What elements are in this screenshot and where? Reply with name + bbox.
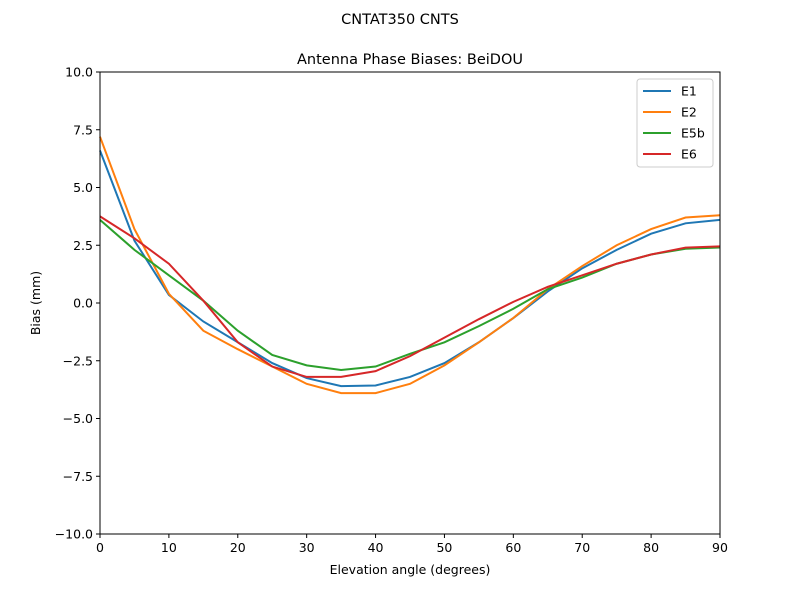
y-axis-label: Bias (mm) — [28, 271, 43, 335]
legend-label: E5b — [681, 126, 705, 141]
x-tick-label: 40 — [368, 540, 384, 555]
x-axis-label: Elevation angle (degrees) — [330, 562, 491, 577]
y-tick-label: −5.0 — [63, 411, 93, 426]
plot-frame — [99, 71, 721, 535]
legend-label: E1 — [681, 84, 697, 99]
y-tick-label: −7.5 — [63, 469, 93, 484]
y-tick-label: 2.5 — [73, 238, 93, 253]
x-tick-label: 90 — [712, 540, 728, 555]
legend-box — [636, 78, 714, 168]
y-tick-label: −10.0 — [55, 527, 93, 542]
x-tick-label: 80 — [643, 540, 659, 555]
y-tick-label: 0.0 — [73, 296, 93, 311]
figure-suptitle: CNTAT350 CNTS — [341, 12, 459, 28]
series-line-e1 — [99, 150, 721, 388]
series-line-e5b — [99, 219, 721, 371]
series-line-e2 — [99, 136, 721, 395]
y-tick-label: 10.0 — [65, 65, 93, 80]
legend: E1 E2 E5b E6 — [636, 78, 714, 168]
series-layer — [99, 136, 721, 395]
series-line-e6 — [99, 215, 721, 378]
x-tick-label: 60 — [505, 540, 521, 555]
x-tick-label: 30 — [299, 540, 315, 555]
legend-label: E6 — [681, 147, 697, 162]
x-tick-label: 20 — [230, 540, 246, 555]
x-tick-label: 0 — [96, 540, 104, 555]
y-tick-label: −2.5 — [63, 353, 93, 368]
y-tick-label: 5.0 — [73, 180, 93, 195]
x-tick-label: 50 — [436, 540, 452, 555]
x-tick-label: 10 — [161, 540, 177, 555]
y-tick-label: 7.5 — [73, 122, 93, 137]
chart-title: Antenna Phase Biases: BeiDOU — [297, 52, 523, 68]
axis-ticks: 0 10 20 30 40 50 60 70 80 90 −10.0 −7.5 −5.0 −2.5 0.0 2… — [55, 65, 728, 556]
legend-label: E2 — [681, 105, 697, 120]
x-tick-label: 70 — [574, 540, 590, 555]
